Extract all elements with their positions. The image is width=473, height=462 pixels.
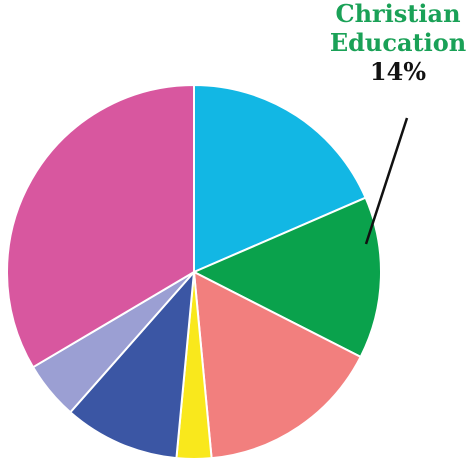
pie-slice-blue: [69, 271, 195, 460]
pie-slice-magenta: [6, 84, 195, 369]
pie-slices: [6, 84, 383, 460]
pie-slice-green: [193, 196, 383, 358]
pie-slice-salmon: [193, 271, 362, 460]
pie-slice-cyan: [193, 84, 367, 273]
callout-category-line1: Christian: [335, 0, 461, 28]
callout-percentage: 14%: [369, 56, 427, 86]
callout-category-line2: Education: [329, 27, 467, 57]
callout-leader-line: [364, 117, 409, 245]
christian-education-callout: Christian Education 14%: [318, 0, 473, 86]
